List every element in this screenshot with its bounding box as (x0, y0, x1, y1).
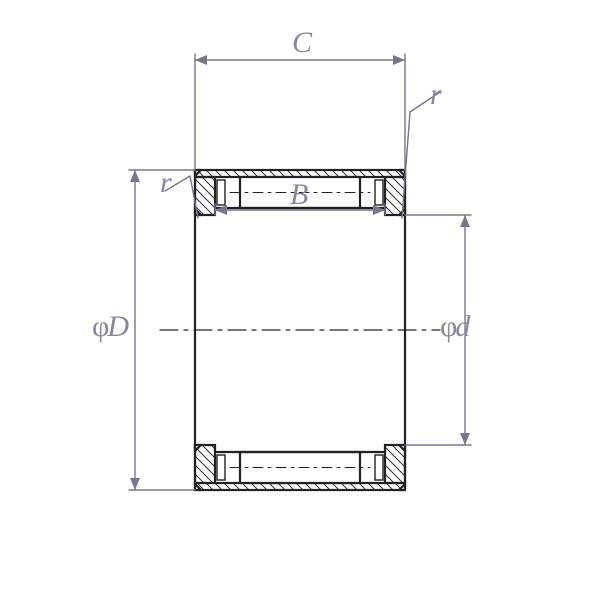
label-r-left: r (160, 168, 172, 198)
label-phi-d: φd (440, 312, 470, 342)
label-c: C (292, 28, 312, 58)
label-r-top: r (430, 80, 442, 110)
label-phi-capital-d: φD (92, 312, 129, 342)
label-b: B (290, 180, 308, 210)
